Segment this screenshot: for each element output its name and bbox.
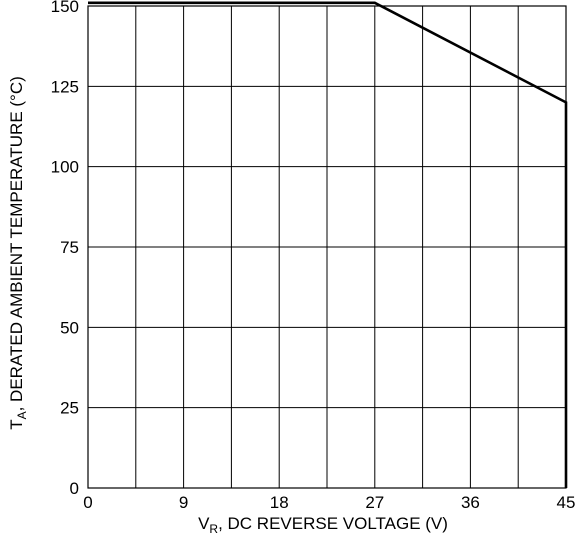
y-axis-symbol: T	[7, 419, 26, 429]
y-tick-label: 25	[60, 399, 79, 418]
y-tick-label: 0	[70, 479, 79, 498]
x-tick-label: 0	[83, 493, 92, 512]
x-tick-label: 9	[179, 493, 188, 512]
x-tick-label: 45	[557, 493, 576, 512]
x-axis-title: VR, DC REVERSE VOLTAGE (V)	[198, 514, 448, 536]
grid	[87, 5, 567, 489]
x-axis-title-rest: , DC REVERSE VOLTAGE (V)	[218, 514, 448, 533]
y-tick-label: 150	[51, 0, 79, 16]
x-tick-labels: 0 9 18 27 36 45	[83, 493, 575, 512]
x-tick-label: 27	[365, 493, 384, 512]
y-tick-label: 125	[51, 77, 79, 96]
y-tick-label: 50	[60, 318, 79, 337]
plot-frame	[87, 5, 567, 489]
x-tick-label: 18	[270, 493, 289, 512]
y-axis-title: TA, DERATED AMBIENT TEMPERATURE (°C)	[7, 76, 29, 430]
x-tick-label: 36	[461, 493, 480, 512]
y-axis-title-rest: , DERATED AMBIENT TEMPERATURE (°C)	[7, 76, 26, 411]
x-axis-subscript: R	[209, 522, 218, 536]
y-tick-label: 75	[60, 238, 79, 257]
y-axis-subscript: A	[15, 411, 29, 419]
y-tick-labels: 0 25 50 75 100 125 150	[51, 0, 79, 498]
y-tick-label: 100	[51, 158, 79, 177]
x-axis-symbol: V	[198, 514, 210, 533]
